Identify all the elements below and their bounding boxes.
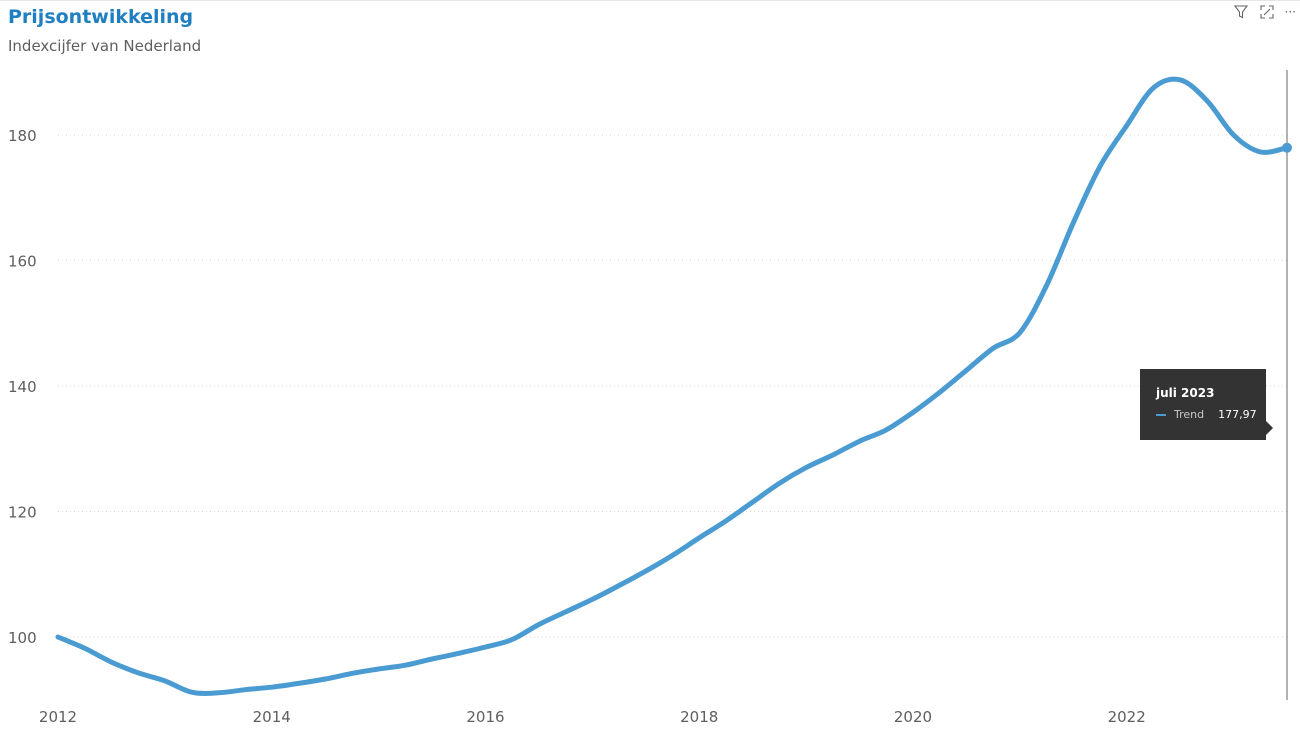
y-tick-label: 120 xyxy=(8,504,37,522)
more-options-icon[interactable]: ··· xyxy=(1284,5,1296,19)
x-tick-label: 2018 xyxy=(680,708,718,726)
y-tick-label: 140 xyxy=(8,378,37,396)
tooltip: juli 2023 Trend 177,97 xyxy=(1140,369,1273,440)
tooltip-series-name: Trend xyxy=(1174,408,1205,421)
tooltip-value: 177,97 xyxy=(1218,408,1257,421)
x-tick-label: 2022 xyxy=(1108,708,1146,726)
focus-mode-icon[interactable] xyxy=(1259,4,1275,20)
tooltip-row: Trend 177,97 xyxy=(1156,408,1257,421)
chart-title: Prijsontwikkeling xyxy=(8,6,194,28)
y-axis: 100 120 140 160 180 xyxy=(8,127,37,647)
visual-toolbar: ··· xyxy=(1233,4,1296,20)
y-tick-label: 100 xyxy=(8,629,37,647)
filter-icon[interactable] xyxy=(1233,4,1249,20)
top-border xyxy=(0,0,1300,1)
chart-subtitle: Indexcijfer van Nederland xyxy=(8,37,202,55)
tooltip-date: juli 2023 xyxy=(1156,386,1215,400)
x-tick-label: 2020 xyxy=(894,708,932,726)
hover-data-point[interactable] xyxy=(1282,142,1292,153)
y-tick-label: 160 xyxy=(8,253,37,271)
grid-lines xyxy=(58,134,1287,638)
x-tick-label: 2016 xyxy=(466,708,504,726)
series-line-trend xyxy=(55,76,1290,696)
tooltip-series-swatch xyxy=(1156,413,1166,416)
y-tick-label: 180 xyxy=(8,127,37,145)
x-tick-label: 2012 xyxy=(39,708,77,726)
x-tick-label: 2014 xyxy=(253,708,291,726)
x-axis: 2012 2014 2016 2018 2020 2022 xyxy=(39,708,1146,726)
